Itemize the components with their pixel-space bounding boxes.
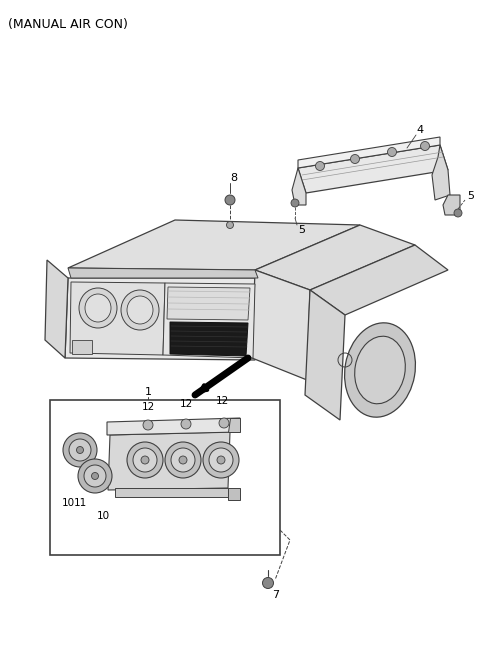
Polygon shape (255, 225, 415, 290)
Polygon shape (167, 287, 250, 320)
Polygon shape (45, 260, 68, 358)
Polygon shape (68, 220, 360, 270)
Polygon shape (252, 270, 310, 380)
Bar (72, 340, 92, 354)
Circle shape (181, 419, 191, 429)
Polygon shape (443, 195, 460, 215)
Polygon shape (310, 245, 448, 315)
Circle shape (315, 161, 324, 171)
Ellipse shape (84, 465, 106, 487)
Text: 10: 10 (96, 511, 109, 521)
Text: 4: 4 (417, 125, 423, 135)
Polygon shape (163, 283, 255, 358)
Polygon shape (65, 278, 258, 360)
Text: 5: 5 (468, 191, 475, 201)
Polygon shape (68, 268, 258, 278)
Text: 7: 7 (273, 590, 279, 600)
Ellipse shape (171, 448, 195, 472)
Ellipse shape (217, 456, 225, 464)
Circle shape (225, 195, 235, 205)
Text: (MANUAL AIR CON): (MANUAL AIR CON) (8, 18, 128, 31)
Polygon shape (432, 145, 450, 200)
Ellipse shape (63, 433, 97, 467)
Ellipse shape (69, 439, 91, 461)
Polygon shape (107, 418, 240, 435)
Polygon shape (115, 488, 228, 497)
Bar (50, 400, 280, 555)
Polygon shape (305, 290, 345, 420)
Polygon shape (292, 168, 306, 205)
Circle shape (387, 148, 396, 157)
Ellipse shape (127, 296, 153, 324)
Text: 12: 12 (180, 399, 192, 409)
Polygon shape (298, 137, 440, 168)
Text: 12: 12 (142, 402, 155, 412)
Ellipse shape (165, 442, 201, 478)
Ellipse shape (141, 456, 149, 464)
Text: 1: 1 (144, 387, 152, 397)
Circle shape (219, 418, 229, 428)
Ellipse shape (179, 456, 187, 464)
Circle shape (227, 222, 233, 228)
Circle shape (350, 155, 360, 163)
Ellipse shape (121, 290, 159, 330)
Polygon shape (298, 145, 448, 193)
Ellipse shape (76, 447, 84, 453)
Circle shape (454, 209, 462, 217)
Ellipse shape (209, 448, 233, 472)
Text: 11: 11 (73, 498, 86, 508)
Ellipse shape (345, 323, 416, 417)
Polygon shape (108, 432, 230, 490)
Polygon shape (228, 418, 240, 432)
Ellipse shape (127, 442, 163, 478)
Text: 12: 12 (216, 396, 228, 406)
Ellipse shape (133, 448, 157, 472)
Circle shape (263, 577, 274, 588)
Text: 10: 10 (61, 498, 74, 508)
Ellipse shape (79, 288, 117, 328)
Circle shape (291, 199, 299, 207)
Circle shape (420, 142, 430, 150)
Ellipse shape (355, 337, 405, 403)
Text: 5: 5 (299, 225, 305, 235)
Circle shape (143, 420, 153, 430)
Ellipse shape (85, 294, 111, 322)
Ellipse shape (78, 459, 112, 493)
Ellipse shape (92, 472, 98, 480)
Text: 8: 8 (230, 173, 238, 183)
Ellipse shape (203, 442, 239, 478)
Polygon shape (228, 488, 240, 500)
Polygon shape (70, 282, 165, 355)
Polygon shape (170, 322, 248, 356)
